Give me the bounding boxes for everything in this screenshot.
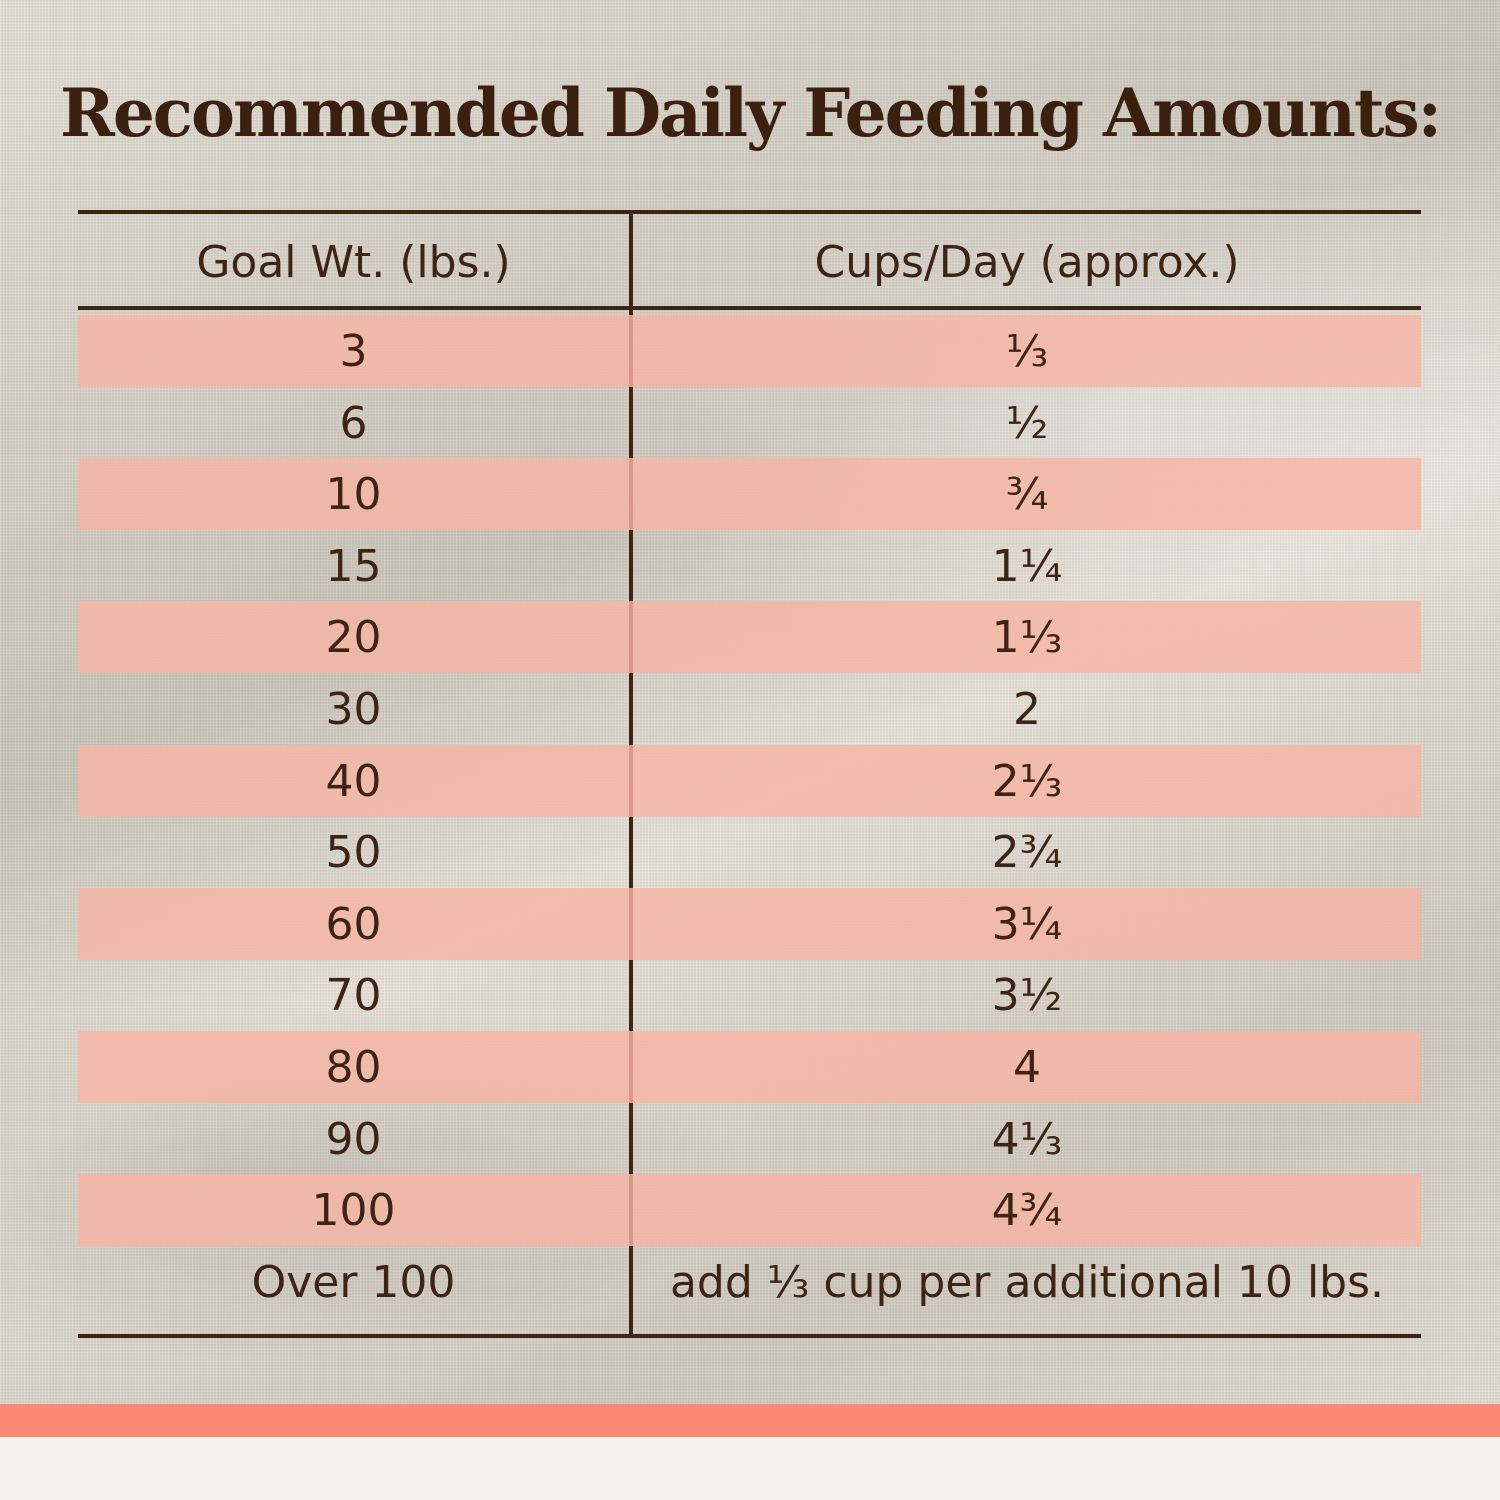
table-body: 3 ⅓ 6 ½ 10 ¾ 15 1¼ 20 1⅓ — [78, 312, 1421, 1314]
table-row: 80 4 — [78, 1028, 1421, 1103]
table-row: 10 ¾ — [78, 455, 1421, 531]
row-highlight-band — [78, 744, 1421, 817]
weight-cell: 60 — [325, 898, 382, 950]
table-row: 30 2 — [78, 670, 1421, 742]
table-row: 60 3¼ — [78, 885, 1421, 960]
footer-blank-area — [0, 1437, 1500, 1500]
weight-cell: 50 — [325, 827, 382, 879]
cups-cell: 2⅓ — [991, 755, 1063, 807]
cups-cell: add ⅓ cup per additional 10 lbs. — [669, 1256, 1385, 1308]
weight-cell: 10 — [325, 469, 382, 521]
row-highlight-band — [78, 1030, 1421, 1103]
table-row: 70 3½ — [78, 956, 1421, 1028]
table-row: 6 ½ — [78, 384, 1421, 456]
cups-cell: 3¼ — [991, 898, 1063, 950]
weight-cell: 30 — [325, 683, 382, 735]
weight-cell: 80 — [325, 1041, 382, 1093]
table-row: 40 2⅓ — [78, 742, 1421, 817]
cups-cell: 2 — [1013, 683, 1041, 735]
cups-cell: 4 — [1013, 1041, 1041, 1093]
table-header-rule — [78, 306, 1421, 310]
weight-cell: Over 100 — [251, 1256, 456, 1308]
cups-cell: ¾ — [1005, 469, 1049, 521]
weight-cell: 70 — [325, 970, 382, 1022]
cups-cell: 1⅓ — [991, 612, 1063, 664]
fabric-background: Recommended Daily Feeding Amounts: Goal … — [0, 0, 1500, 1404]
table-row: 90 4⅓ — [78, 1100, 1421, 1172]
table-row: Over 100 add ⅓ cup per additional 10 lbs… — [78, 1243, 1421, 1315]
table-row: 20 1⅓ — [78, 598, 1421, 674]
header-cups-per-day: Cups/Day (approx.) — [814, 237, 1240, 288]
cups-cell: 3½ — [991, 970, 1063, 1022]
table-bottom-rule — [78, 1334, 1421, 1338]
cups-cell: 2¾ — [991, 827, 1063, 879]
weight-cell: 90 — [325, 1113, 382, 1165]
header-goal-weight: Goal Wt. (lbs.) — [196, 237, 511, 288]
row-highlight-band — [78, 887, 1421, 960]
weight-cell: 100 — [311, 1185, 396, 1237]
weight-cell: 20 — [325, 612, 382, 664]
row-highlight-band — [78, 601, 1421, 674]
weight-cell: 6 — [339, 397, 368, 449]
table-row: 15 1¼ — [78, 527, 1421, 599]
cups-cell: 4⅓ — [991, 1113, 1063, 1165]
row-highlight-band — [78, 315, 1421, 387]
cups-cell: 4¾ — [991, 1185, 1063, 1237]
row-highlight-band — [78, 458, 1421, 531]
table-row: 100 4¾ — [78, 1171, 1421, 1247]
table-top-rule — [78, 210, 1421, 214]
weight-cell: 15 — [325, 540, 382, 592]
footer-accent-band — [0, 1404, 1500, 1437]
page-title: Recommended Daily Feeding Amounts: — [59, 74, 1442, 152]
weight-cell: 40 — [325, 755, 382, 807]
cups-cell: 1¼ — [991, 540, 1063, 592]
table-row: 3 ⅓ — [78, 312, 1421, 387]
row-highlight-band — [78, 1174, 1421, 1247]
table-row: 50 2¾ — [78, 813, 1421, 885]
weight-cell: 3 — [339, 326, 368, 377]
cups-cell: ⅓ — [1005, 326, 1049, 377]
cups-cell: ½ — [1005, 397, 1049, 449]
